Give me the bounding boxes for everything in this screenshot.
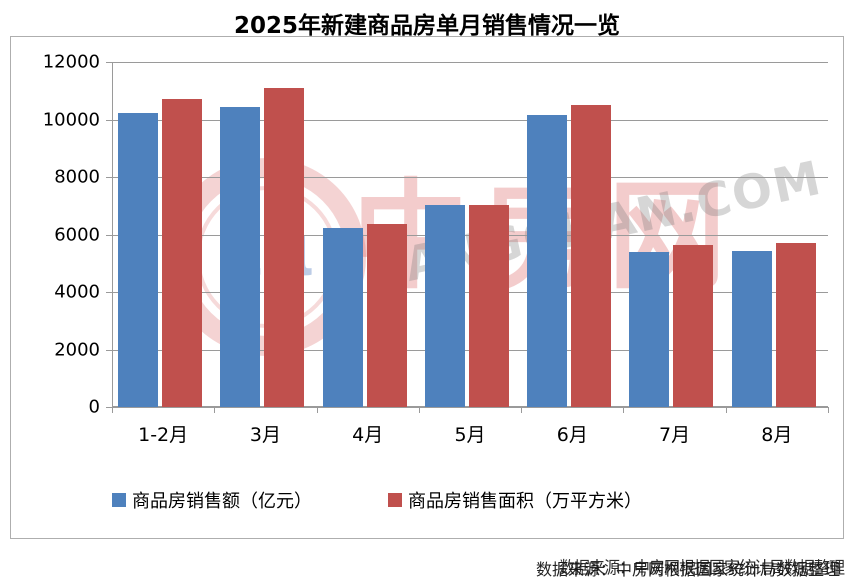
- gridline: [112, 407, 828, 408]
- bars-layer: [112, 62, 828, 407]
- legend: 商品房销售额（亿元） 商品房销售面积（万平方米）: [112, 487, 718, 513]
- bar-1[interactable]: [571, 105, 612, 407]
- bar-group: [214, 62, 316, 407]
- y-axis-label: 4000: [54, 281, 100, 303]
- x-axis-tick: [418, 407, 420, 413]
- bar-group: [726, 62, 828, 407]
- bar-0[interactable]: [424, 205, 465, 407]
- y-axis-label: 12000: [42, 51, 100, 73]
- bar-0[interactable]: [629, 252, 670, 407]
- gridline: [112, 177, 828, 178]
- x-axis-tick: [725, 407, 727, 413]
- bar-0[interactable]: [220, 106, 261, 407]
- x-axis-label: 5月: [454, 424, 486, 446]
- bar-1[interactable]: [468, 205, 509, 407]
- x-axis-tick: [112, 407, 113, 413]
- x-axis-label: 3月: [249, 424, 281, 446]
- x-axis-label: 4月: [352, 424, 384, 446]
- bar-group: [623, 62, 725, 407]
- y-axis-label: 8000: [54, 166, 100, 188]
- x-axis-tick: [623, 407, 625, 413]
- bar-0[interactable]: [118, 112, 158, 407]
- legend-swatch-icon: [388, 493, 402, 507]
- bar-1[interactable]: [162, 99, 202, 407]
- y-axis-label: 10000: [42, 109, 100, 130]
- x-axis-label: 1-2月: [138, 424, 189, 446]
- y-axis-tick: [106, 234, 112, 236]
- page-title: 2025年新建商品房单月销售情况一览: [233, 13, 620, 39]
- bar-group: [112, 62, 214, 407]
- y-axis-label: 0: [88, 396, 100, 418]
- bar-1[interactable]: [673, 244, 714, 407]
- source-note-overlay: 数据来源：中房网根据国家统计局数据整理: [558, 557, 845, 578]
- bar-0[interactable]: [322, 227, 363, 407]
- legend-item-0[interactable]: 商品房销售额（亿元）: [112, 487, 312, 513]
- bar-1[interactable]: [366, 224, 407, 407]
- y-axis-label: 6000: [54, 224, 100, 245]
- y-axis-tick: [106, 407, 112, 408]
- bar-0[interactable]: [731, 250, 772, 407]
- x-axis-tick: [214, 407, 216, 413]
- legend-label: 商品房销售面积（万平方米）: [408, 491, 642, 512]
- legend-swatch-icon: [112, 493, 126, 507]
- gridline: [112, 62, 828, 63]
- y-axis-tick: [106, 62, 112, 63]
- source-note: 数据来源：中房网根据国家统计局数据整理: [535, 560, 840, 579]
- x-axis-label: 7月: [659, 424, 691, 446]
- bar-1[interactable]: [775, 242, 816, 407]
- bar-group: [521, 62, 623, 407]
- y-axis-tick: [106, 177, 112, 178]
- legend-label: 商品房销售额（亿元）: [132, 491, 312, 512]
- y-axis-tick: [106, 119, 112, 121]
- bar-0[interactable]: [527, 114, 568, 407]
- y-axis-label: 2000: [54, 339, 100, 360]
- bar-1[interactable]: [264, 87, 305, 407]
- x-axis-label: 8月: [761, 424, 793, 446]
- x-axis-tick: [316, 407, 318, 413]
- y-axis-tick: [106, 349, 112, 351]
- gridline: [112, 119, 828, 121]
- plot-area: 12000 10000 8000 6000 4000 2000 0 1-2月 3月 4月 5月 6月…: [43, 52, 829, 446]
- y-axis-tick: [106, 292, 112, 293]
- legend-item-1[interactable]: 商品房销售面积（万平方米）: [388, 487, 642, 513]
- x-axis-label: 6月: [556, 424, 588, 446]
- chart-frame: [10, 36, 844, 539]
- bar-group: [419, 62, 521, 407]
- bar-group: [317, 62, 419, 407]
- x-axis-tick: [521, 407, 523, 413]
- x-axis-tick: [828, 407, 829, 413]
